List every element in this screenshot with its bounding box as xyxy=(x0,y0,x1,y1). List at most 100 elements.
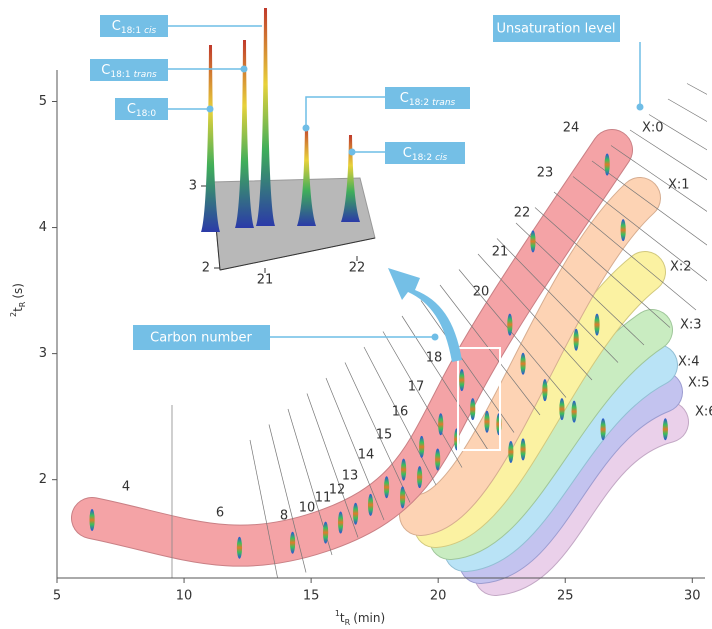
peak-spot xyxy=(400,486,405,508)
peak-spot xyxy=(484,411,489,433)
carbon-number: 13 xyxy=(342,469,359,484)
peak-spot xyxy=(459,369,464,391)
peak-spot xyxy=(323,522,328,544)
inset-x-tick-label: 21 xyxy=(257,273,274,288)
callout-dot xyxy=(432,334,439,341)
carbon-number: 21 xyxy=(492,245,509,260)
carbon-number: 10 xyxy=(299,501,316,516)
carbon-number: 6 xyxy=(216,506,224,521)
x-axis-label-part: R xyxy=(345,618,351,627)
y-axis-label-part: (s) xyxy=(11,283,25,299)
peak-spot xyxy=(353,503,358,525)
peak-spot xyxy=(542,379,547,401)
peak-spot xyxy=(507,314,512,336)
inset-y-tick-label: 3 xyxy=(189,179,197,194)
carbon-number: 4 xyxy=(122,480,130,495)
peak-spot xyxy=(600,418,605,440)
peak-spot xyxy=(290,532,295,554)
inset-y-tick-label: 2 xyxy=(202,261,210,276)
peak-spot xyxy=(530,230,535,252)
carbon-number: 15 xyxy=(376,428,393,443)
callout-label-part: C xyxy=(400,91,409,106)
callout-dot xyxy=(303,125,310,132)
carbon-number: 17 xyxy=(408,380,425,395)
peak-spot xyxy=(417,466,422,488)
carbon-number: 22 xyxy=(514,206,531,221)
unsaturation-label: X:4 xyxy=(678,355,700,370)
peak-spot xyxy=(368,494,373,516)
callout-label-part: 18:1 xyxy=(110,70,130,80)
carbon-number: 12 xyxy=(329,483,346,498)
callout-line xyxy=(306,97,385,128)
carbon-number: 16 xyxy=(392,405,409,420)
peak-spot xyxy=(520,353,525,375)
x-axis-label-part: (min) xyxy=(353,611,385,625)
peak-spot xyxy=(384,476,389,498)
unsaturation-label: X:0 xyxy=(642,121,664,136)
peak-spot xyxy=(401,459,406,481)
callout-label-part: 18:0 xyxy=(136,109,156,119)
y-axis-label-part: R xyxy=(18,301,27,307)
peak-spot xyxy=(572,401,577,423)
carbon-number: 14 xyxy=(358,448,375,463)
unsaturation-label: X:1 xyxy=(668,178,690,193)
carbon-number: 20 xyxy=(473,285,490,300)
carbon-number: 8 xyxy=(280,509,288,524)
x-tick-label: 30 xyxy=(684,589,701,604)
carbon-number: 23 xyxy=(537,166,554,181)
callout-label-part: C xyxy=(127,102,136,117)
peak-spot xyxy=(663,418,668,440)
callout-label-part: trans xyxy=(134,70,157,80)
peak-spot xyxy=(89,509,94,531)
y-tick-label: 3 xyxy=(39,346,47,361)
peak-spot xyxy=(605,154,610,176)
peak-spot xyxy=(438,413,443,435)
x-tick-label: 10 xyxy=(176,589,193,604)
peak-spot xyxy=(237,537,242,559)
diagonal-line xyxy=(687,84,712,188)
callout-dot xyxy=(207,106,214,113)
zoom-arrow xyxy=(388,268,462,362)
unsaturation-label: X:2 xyxy=(670,260,692,275)
x-tick-label: 5 xyxy=(53,589,61,604)
diagonal-line xyxy=(250,440,280,590)
x-tick-label: 20 xyxy=(430,589,447,604)
unsaturation-label: X:5 xyxy=(688,376,710,391)
y-tick-label: 4 xyxy=(39,220,47,235)
carbon-number: 24 xyxy=(563,121,580,136)
callout-label: Carbon number xyxy=(150,331,252,346)
callout-label-part: C xyxy=(403,146,412,161)
callout-label-part: C xyxy=(101,63,110,78)
bands xyxy=(92,150,668,575)
callout-label-part: C xyxy=(112,19,121,34)
peak-spot xyxy=(594,314,599,336)
callout-label: Unsaturation level xyxy=(496,22,615,37)
callout-label-part: cis xyxy=(435,153,447,163)
callout-label-part: cis xyxy=(144,26,156,36)
unsaturation-label: X:3 xyxy=(680,318,702,333)
x-tick-label: 15 xyxy=(303,589,320,604)
unsaturation-label: X:6 xyxy=(695,405,712,420)
y-axis-label: 2tR(s) xyxy=(9,283,27,317)
peak-spot xyxy=(559,398,564,420)
peak-spot xyxy=(520,438,525,460)
callout-label-part: 18:2 xyxy=(409,98,429,108)
callout-label-part: 18:2 xyxy=(412,153,432,163)
y-tick-label: 5 xyxy=(39,94,47,109)
callout-label-part: 18:1 xyxy=(121,26,141,36)
peak-spot xyxy=(574,329,579,351)
peak-spot xyxy=(419,436,424,458)
callout-label-part: trans xyxy=(432,98,455,108)
peak-spot xyxy=(621,219,626,241)
peak-spot xyxy=(435,449,440,471)
peak-spot xyxy=(470,398,475,420)
x-tick-label: 25 xyxy=(557,589,574,604)
y-tick-label: 2 xyxy=(39,472,47,487)
chart: 5101520253023451tR(min)2tR(s)46810111213… xyxy=(0,0,712,629)
callout-dot xyxy=(637,104,644,111)
x-axis-label: 1tR(min) xyxy=(335,609,385,627)
callout-dot xyxy=(241,66,248,73)
carbon-number: 18 xyxy=(426,351,443,366)
peak-spot xyxy=(508,441,513,463)
peak-spot xyxy=(338,512,343,534)
